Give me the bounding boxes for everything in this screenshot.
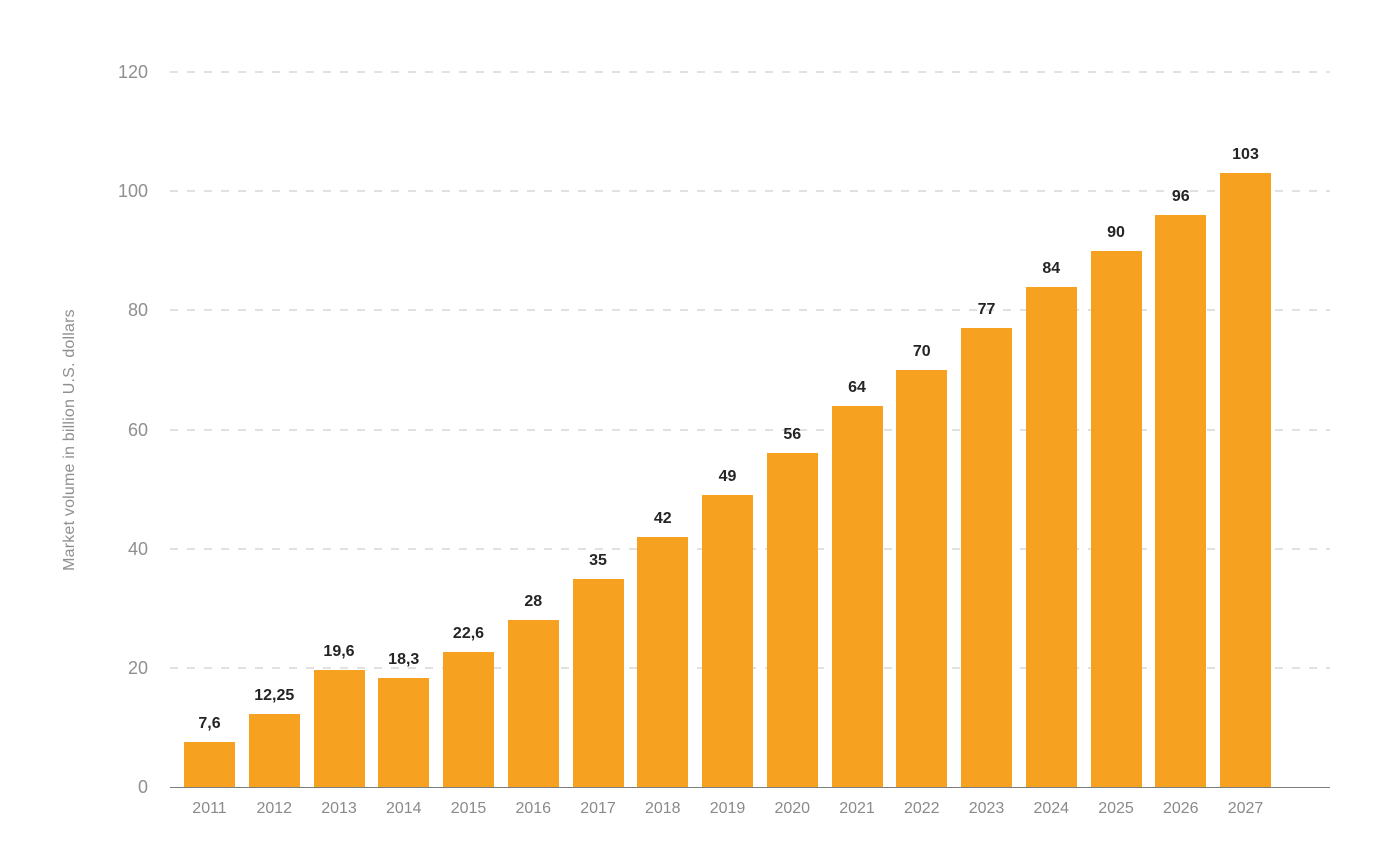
gridline-80 [170,309,1330,312]
y-tick-label-40: 40 [127,538,148,559]
bar-2018[interactable] [637,536,689,787]
y-tick-label-80: 80 [127,300,148,321]
x-tick-label-2019: 2019 [709,800,746,817]
bar-value-label-2025: 90 [1107,223,1125,241]
x-tick-label-2027: 2027 [1227,800,1264,817]
bar-2021[interactable] [831,405,883,787]
bar-2022[interactable] [896,369,948,787]
y-tick-label-20: 20 [127,657,148,678]
bar-2023[interactable] [961,328,1012,787]
bar-value-label-2014: 18,3 [388,651,420,668]
bar-value-label-2018: 42 [653,509,672,527]
bar-value-label-2016: 28 [524,593,543,611]
x-axis-line [170,787,1330,788]
gridline-60 [170,428,1330,431]
x-tick-label-2025: 2025 [1098,800,1134,817]
bar-2025[interactable] [1090,250,1142,787]
bar-column-2018: 42 [637,72,689,787]
x-tick-label-2017: 2017 [580,800,616,817]
bar-value-label-2019: 49 [718,468,737,485]
bar-column-2025: 90 [1090,72,1142,787]
bar-value-label-2015: 22,6 [452,625,485,643]
y-tick-label-60: 60 [127,419,148,440]
bar-column-2026: 96 [1155,72,1207,787]
x-tick-label-2020: 2020 [774,800,811,817]
bar-value-label-2013: 19,6 [323,643,355,661]
bar-2011[interactable] [184,741,235,787]
bar-value-label-2011: 7,6 [198,714,221,732]
bar-column-2024: 84 [1025,72,1077,787]
x-tick-label-2023: 2023 [968,800,1005,817]
bar-column-2020: 56 [766,72,818,787]
x-tick-label-2012: 2012 [256,800,293,817]
bar-2026[interactable] [1155,215,1207,787]
bar-value-label-2027: 103 [1232,146,1259,164]
bar-column-2019: 49 [702,72,753,787]
x-tick-label-2014: 2014 [385,800,422,817]
y-tick-label-100: 100 [117,181,148,202]
bar-column-2021: 64 [831,72,883,787]
x-axis-labels: 2011 2012 2013 2014 2015 2016 2017 2018 2019 2020… [184,798,1271,820]
bar-2016[interactable] [507,620,559,787]
bar-2027[interactable] [1220,173,1271,787]
bar-value-label-2022: 70 [912,342,931,360]
bar-value-label-2024: 84 [1042,259,1061,277]
bar-value-label-2023: 77 [977,301,996,319]
gridline-120 [170,71,1330,73]
x-tick-label-2026: 2026 [1162,800,1199,817]
bar-column-2023: 77 [961,72,1012,787]
bar-2015[interactable] [443,652,494,787]
bar-column-2015: 22,6 [443,72,494,787]
bars-area: 7,6 12,25 19,6 18,3 22,6 28 35 42 49 56 64 70 77 84 90… [184,72,1271,787]
x-tick-label-2018: 2018 [644,800,681,817]
bar-2014[interactable] [378,678,430,787]
bar-column-2011: 7,6 [184,72,235,787]
x-tick-label-2015: 2015 [450,800,487,817]
bar-column-2016: 28 [507,72,559,787]
bar-value-label-2026: 96 [1171,188,1190,205]
bar-column-2014: 18,3 [378,72,430,787]
bar-2017[interactable] [572,578,624,787]
x-tick-label-2013: 2013 [321,800,357,817]
bar-2013[interactable] [313,670,365,787]
x-tick-label-2021: 2021 [839,800,875,817]
x-tick-label-2022: 2022 [903,800,940,817]
bar-2012[interactable] [248,714,300,787]
y-tick-label-0: 0 [137,777,148,797]
x-tick-label-2016: 2016 [515,800,552,817]
x-tick-label-2024: 2024 [1033,800,1070,817]
bar-2019[interactable] [702,495,753,787]
bar-column-2022: 70 [896,72,948,787]
y-tick-label-120: 120 [117,62,148,82]
bar-value-label-2012: 12,25 [254,687,295,704]
bar-column-2017: 35 [572,72,624,787]
bar-value-label-2020: 56 [783,426,802,444]
bar-column-2012: 12,25 [248,72,300,787]
bar-value-label-2017: 35 [589,551,607,569]
bar-column-2027: 103 [1220,72,1271,787]
bar-value-label-2021: 64 [848,378,866,396]
x-tick-label-2011: 2011 [192,800,227,817]
bar-column-2013: 19,6 [313,72,365,787]
bar-2024[interactable] [1025,286,1077,787]
bar-2020[interactable] [766,453,818,787]
gridline-100 [170,190,1330,193]
